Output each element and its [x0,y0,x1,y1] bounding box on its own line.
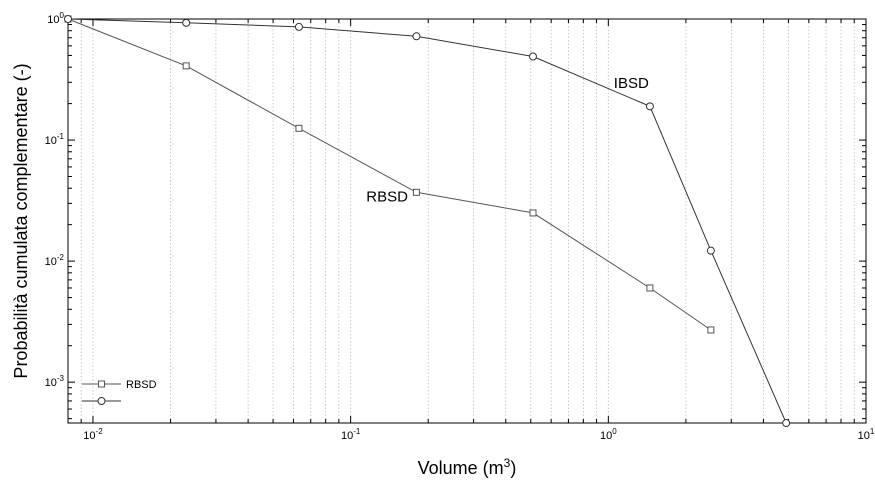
data-point-square [295,124,303,132]
data-point-circle [528,52,537,61]
x-tick-label: 10-2 [83,427,103,442]
x-tick-label-exp: 0 [612,427,617,436]
x-axis-label-close: ) [510,458,516,478]
y-tick-label-exp: 0 [60,11,65,20]
data-point-circle [782,419,791,427]
x-axis-label: Volume (m3) [418,456,517,478]
plot-frame [67,18,867,424]
x-tick-label-exp: 1 [870,427,875,436]
data-point-circle [645,102,654,111]
x-tick-label-exp: -2 [96,427,104,436]
x-tick-label-base: 10 [858,430,870,442]
legend-marker-circle [97,397,106,405]
annotation-rbsd: RBSD [366,189,408,206]
y-tick-label-base: 10 [47,14,59,26]
data-point-square [529,209,537,217]
legend: RBSD [82,379,157,405]
y-tick-label-base: 10 [45,377,57,389]
x-tick-label-base: 10 [600,430,612,442]
data-point-circle [64,15,72,23]
series-line-square [67,18,712,331]
x-tick-label-base: 10 [341,430,353,442]
data-point-circle [294,22,303,31]
y-tick-label-exp: -3 [57,374,65,383]
x-tick-label: 100 [600,427,617,442]
data-point-circle [182,18,191,27]
data-point-square [182,62,190,70]
x-axis-label-text: Volume (m [418,458,504,478]
data-point-square [646,284,654,292]
annotation-ibsd: IBSD [614,75,649,92]
y-tick-label-exp: -2 [57,253,65,262]
grid [67,19,867,423]
x-axis-label-sup: 3 [504,456,511,470]
series-line-circle [67,18,787,424]
x-tick-label: 10-1 [341,427,361,442]
y-tick-label: 10-3 [45,374,65,389]
x-tick-label-base: 10 [83,430,95,442]
y-tick-label: 10-2 [45,253,65,268]
y-tick-label: 100 [47,11,64,26]
legend-label-rbsd: RBSD [126,379,157,391]
annotations: IBSD RBSD [366,75,649,206]
y-tick-label-base: 10 [45,135,57,147]
data-point-circle [706,246,715,255]
x-tick-label-exp: -1 [353,427,361,436]
data-point-square [707,326,715,334]
data-point-circle [412,32,421,41]
series-lines [67,18,787,424]
legend-marker-rbsd [98,380,105,388]
series-markers [64,15,791,427]
y-tick-label: 10-1 [45,132,65,147]
y-tick-label-exp: -1 [57,132,65,141]
x-tick-label: 101 [858,427,875,442]
data-point-square [412,188,420,196]
y-tick-label-base: 10 [45,256,57,268]
y-axis-label: Probabilità cumulata complementare (-) [11,63,31,378]
